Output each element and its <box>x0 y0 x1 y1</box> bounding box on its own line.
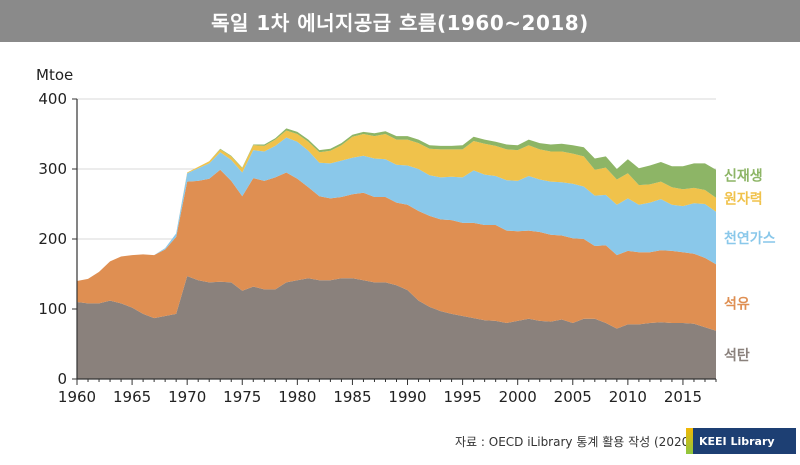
legend-label-3: 원자력 <box>724 192 763 208</box>
x-tick-label-1995: 1995 <box>444 388 482 406</box>
x-tick-label-1965: 1965 <box>113 388 151 406</box>
y-tick-label-100: 100 <box>38 300 67 318</box>
x-tick-label-1985: 1985 <box>333 388 371 406</box>
source-note: 자료 : OECD iLibrary 통계 활용 작성 (2020.4) <box>455 435 706 449</box>
x-tick-label-2005: 2005 <box>554 388 592 406</box>
x-tick-label-1990: 1990 <box>388 388 426 406</box>
area-series-1 <box>77 169 716 331</box>
legend-label-0: 석탄 <box>724 347 750 364</box>
x-tick-label-2000: 2000 <box>499 388 537 406</box>
stacked-areas <box>77 128 716 379</box>
y-tick-label-400: 400 <box>38 90 67 108</box>
area-series-0 <box>77 276 716 379</box>
logo-stripe <box>686 428 693 454</box>
y-tick-label-300: 300 <box>38 160 67 178</box>
x-tick-label-1960: 1960 <box>58 388 96 406</box>
legend-label-4: 신재생 <box>724 169 763 185</box>
axes: 0 100 200 300 400 1960 1965 1970 1975 1980 1985 199… <box>36 66 717 406</box>
x-tick-label-1980: 1980 <box>278 388 316 406</box>
legend-label-2: 천연가스 <box>724 231 776 247</box>
x-tick-label-2015: 2015 <box>664 388 702 406</box>
x-tick-label-1975: 1975 <box>223 388 261 406</box>
y-tick-label-0: 0 <box>57 370 67 388</box>
y-tick-label-200: 200 <box>38 230 67 248</box>
y-axis-unit: Mtoe <box>36 66 73 84</box>
x-tick-label-2010: 2010 <box>609 388 647 406</box>
keei-library-logo: KEEI Library <box>686 428 796 454</box>
area-series-3 <box>77 130 716 281</box>
title-bar: 독일 1차 에너지공급 흐름(1960~2018) <box>0 0 800 42</box>
x-tick-label-1970: 1970 <box>168 388 206 406</box>
legend-label-1: 석유 <box>724 296 750 312</box>
legend: 석탄 석유 천연가스 원자력 신재생 <box>724 169 776 364</box>
chart-title: 독일 1차 에너지공급 흐름(1960~2018) <box>211 10 589 35</box>
area-series-2 <box>77 137 716 281</box>
logo-text: KEEI Library <box>699 434 775 448</box>
